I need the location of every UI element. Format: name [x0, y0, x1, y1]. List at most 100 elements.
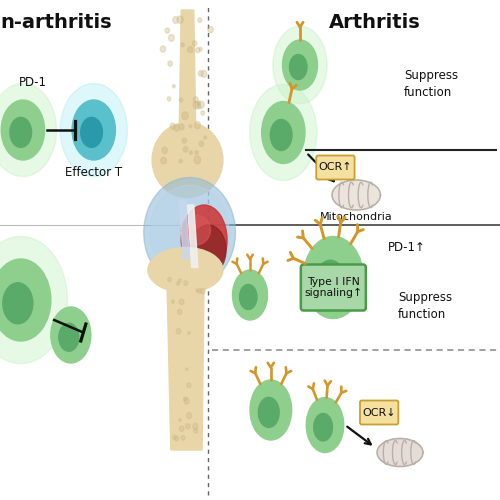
- Ellipse shape: [72, 100, 116, 160]
- Ellipse shape: [80, 118, 102, 148]
- Circle shape: [179, 124, 184, 130]
- Circle shape: [199, 141, 203, 146]
- Ellipse shape: [273, 26, 327, 104]
- Circle shape: [194, 428, 198, 433]
- Circle shape: [193, 424, 198, 430]
- Circle shape: [208, 26, 214, 33]
- Circle shape: [162, 147, 168, 154]
- FancyBboxPatch shape: [316, 156, 354, 180]
- Circle shape: [182, 436, 185, 440]
- Circle shape: [173, 16, 178, 24]
- Ellipse shape: [316, 260, 346, 302]
- Circle shape: [199, 48, 202, 51]
- Circle shape: [198, 70, 203, 76]
- Ellipse shape: [314, 414, 332, 441]
- Polygon shape: [179, 200, 190, 260]
- Circle shape: [180, 426, 184, 432]
- Circle shape: [168, 278, 172, 282]
- Circle shape: [201, 288, 205, 294]
- Ellipse shape: [59, 323, 79, 351]
- Polygon shape: [179, 10, 196, 135]
- Ellipse shape: [1, 100, 44, 160]
- Circle shape: [172, 300, 174, 303]
- Polygon shape: [332, 180, 380, 210]
- Circle shape: [168, 97, 170, 101]
- Ellipse shape: [0, 259, 51, 341]
- Ellipse shape: [10, 118, 32, 148]
- Circle shape: [182, 112, 188, 120]
- Circle shape: [174, 436, 178, 441]
- Circle shape: [179, 299, 184, 304]
- Circle shape: [178, 310, 182, 314]
- Ellipse shape: [148, 248, 223, 292]
- Polygon shape: [188, 205, 198, 268]
- Text: OCR↑: OCR↑: [318, 162, 352, 172]
- Circle shape: [198, 18, 202, 22]
- Text: n-arthritis: n-arthritis: [0, 12, 112, 32]
- Circle shape: [193, 102, 199, 108]
- Circle shape: [165, 28, 170, 33]
- Ellipse shape: [262, 102, 305, 164]
- Ellipse shape: [270, 120, 292, 150]
- Text: Arthritis: Arthritis: [329, 12, 421, 32]
- Text: Suppress: Suppress: [398, 291, 452, 304]
- Circle shape: [194, 122, 200, 128]
- Circle shape: [188, 46, 193, 52]
- Circle shape: [160, 46, 166, 52]
- Circle shape: [195, 150, 198, 154]
- Circle shape: [172, 435, 176, 440]
- Text: PD-1↑: PD-1↑: [388, 241, 426, 254]
- Circle shape: [174, 125, 179, 131]
- Circle shape: [187, 382, 191, 388]
- Circle shape: [188, 332, 190, 334]
- Ellipse shape: [258, 398, 279, 428]
- Polygon shape: [166, 268, 204, 450]
- Text: OCR↓: OCR↓: [362, 408, 396, 418]
- Ellipse shape: [51, 307, 91, 363]
- Circle shape: [196, 48, 200, 52]
- Text: PD-1: PD-1: [20, 76, 48, 89]
- Circle shape: [179, 418, 182, 422]
- Ellipse shape: [181, 215, 210, 245]
- Text: Suppress: Suppress: [404, 68, 458, 82]
- Circle shape: [198, 101, 204, 108]
- Ellipse shape: [3, 283, 33, 324]
- Circle shape: [184, 281, 188, 285]
- Ellipse shape: [290, 54, 307, 80]
- Circle shape: [186, 412, 192, 418]
- Circle shape: [186, 424, 190, 429]
- Circle shape: [196, 101, 200, 105]
- Ellipse shape: [182, 205, 227, 275]
- Circle shape: [177, 16, 184, 24]
- Circle shape: [176, 282, 180, 285]
- Circle shape: [184, 398, 189, 404]
- Circle shape: [178, 279, 181, 282]
- Circle shape: [204, 136, 206, 139]
- Circle shape: [180, 98, 182, 102]
- Circle shape: [190, 151, 192, 154]
- Circle shape: [194, 156, 200, 164]
- Circle shape: [189, 125, 192, 128]
- Circle shape: [179, 159, 182, 163]
- Ellipse shape: [240, 284, 257, 310]
- Ellipse shape: [150, 185, 229, 280]
- Circle shape: [201, 111, 204, 115]
- Text: Type I IFN
signaling↑: Type I IFN signaling↑: [304, 276, 362, 298]
- Circle shape: [196, 289, 198, 292]
- Circle shape: [172, 84, 175, 88]
- Circle shape: [161, 158, 166, 164]
- Circle shape: [176, 328, 180, 334]
- Circle shape: [184, 146, 188, 152]
- Text: Effector T: Effector T: [65, 166, 122, 179]
- Circle shape: [186, 368, 188, 370]
- Ellipse shape: [152, 122, 223, 198]
- Text: function: function: [398, 308, 446, 322]
- Ellipse shape: [144, 178, 236, 288]
- Text: Mitochondria: Mitochondria: [320, 212, 392, 222]
- Ellipse shape: [190, 225, 226, 275]
- Ellipse shape: [282, 40, 318, 90]
- Ellipse shape: [0, 84, 56, 176]
- Circle shape: [168, 61, 172, 66]
- Ellipse shape: [250, 84, 317, 180]
- Circle shape: [198, 288, 202, 293]
